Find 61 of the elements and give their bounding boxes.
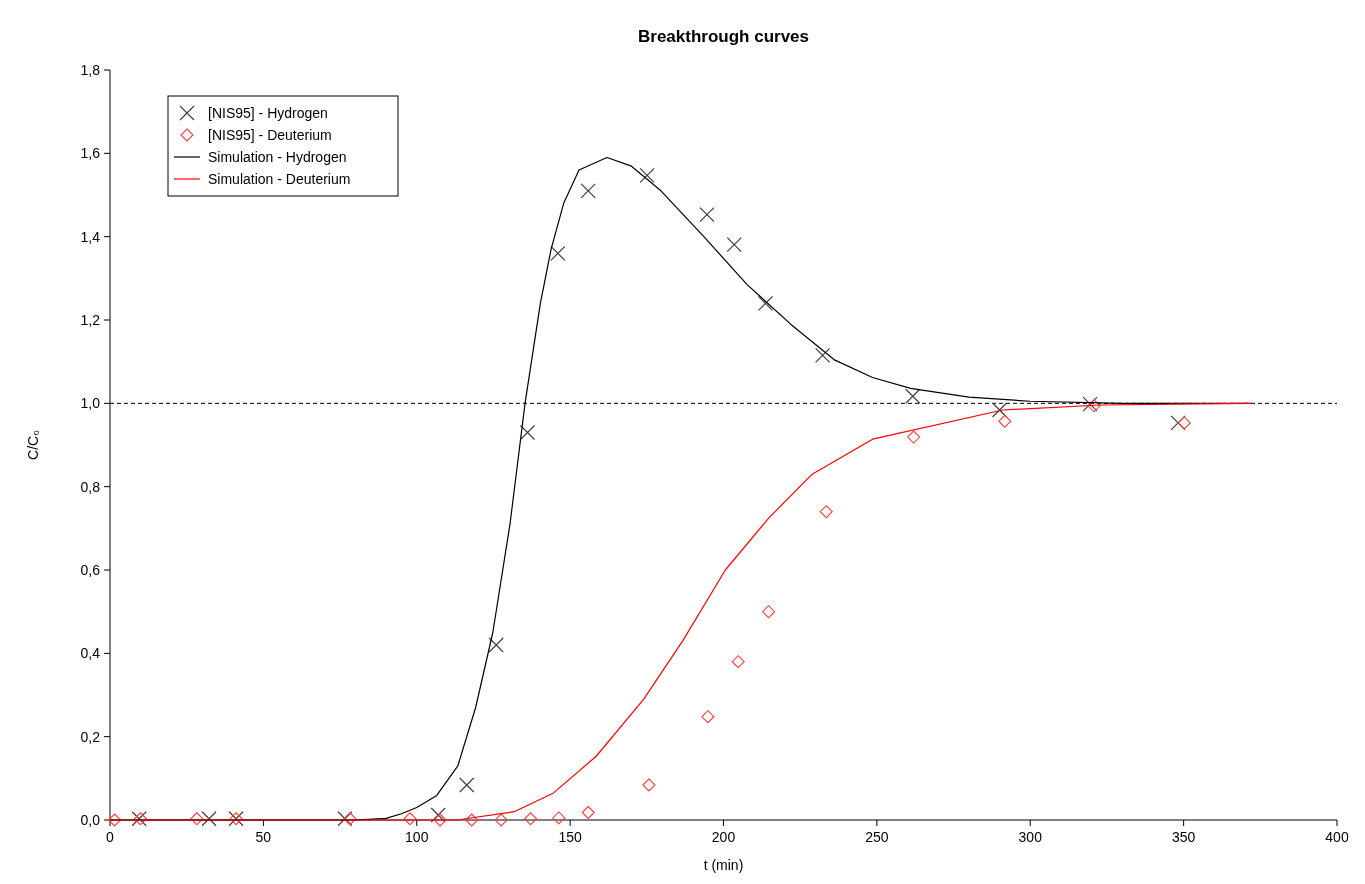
legend-label: [NIS95] - Deuterium — [208, 127, 332, 143]
point — [1087, 399, 1101, 413]
y-tick-label: 1,4 — [80, 228, 101, 245]
point — [459, 777, 475, 793]
point — [201, 811, 217, 827]
x-axis-title: t (min) — [703, 857, 744, 873]
y-tick-label: 1,0 — [80, 395, 101, 412]
point — [337, 811, 353, 827]
legend-label: Simulation - Hydrogen — [208, 149, 347, 165]
point — [819, 505, 833, 519]
y-tick-label: 0,0 — [80, 812, 101, 828]
point — [642, 778, 656, 792]
y-axis-title: C/C₀ — [25, 429, 41, 460]
point — [488, 637, 504, 653]
point — [403, 812, 417, 826]
x-tick-label: 300 — [1018, 829, 1043, 845]
point — [552, 811, 566, 825]
point — [991, 402, 1008, 418]
point — [639, 167, 655, 184]
point — [731, 655, 745, 669]
point — [907, 430, 921, 444]
x-tick-label: 150 — [558, 829, 583, 845]
x-tick-label: 350 — [1171, 829, 1196, 845]
point — [580, 183, 596, 199]
point — [465, 813, 479, 827]
x-tick-label: 100 — [405, 829, 429, 845]
y-tick-label: 1,2 — [80, 312, 101, 328]
point — [1082, 396, 1098, 412]
x-tick-label: 50 — [255, 829, 272, 845]
point — [814, 347, 831, 364]
x-tick-label: 0 — [106, 829, 115, 845]
point — [762, 605, 776, 619]
y-tick-label: 1,8 — [80, 62, 101, 78]
chart-title: Breakthrough curves — [638, 27, 809, 46]
point — [1177, 416, 1191, 430]
point — [190, 812, 204, 826]
x-tick-label: 400 — [1325, 829, 1349, 845]
y-tick-label: 0,2 — [80, 728, 101, 745]
point — [581, 805, 595, 820]
point — [550, 245, 566, 261]
point — [726, 236, 742, 253]
y-tick-label: 0,6 — [80, 562, 101, 578]
point — [343, 812, 357, 826]
y-tick-label: 1,6 — [80, 145, 101, 162]
point — [699, 206, 715, 223]
x-tick-label: 250 — [865, 829, 889, 845]
point — [757, 295, 774, 311]
legend-label: [NIS95] - Hydrogen — [208, 105, 328, 121]
point — [905, 388, 921, 404]
point — [494, 813, 508, 827]
legend-label: Simulation - Deuterium — [208, 171, 351, 187]
x-tick-label: 200 — [711, 829, 736, 845]
y-tick-label: 0,4 — [80, 645, 101, 662]
point — [701, 710, 715, 724]
point — [998, 414, 1012, 428]
point — [430, 807, 446, 823]
point — [433, 813, 447, 827]
y-tick-label: 0,8 — [80, 478, 101, 495]
point — [519, 424, 536, 441]
point — [524, 812, 538, 826]
point — [108, 813, 122, 827]
